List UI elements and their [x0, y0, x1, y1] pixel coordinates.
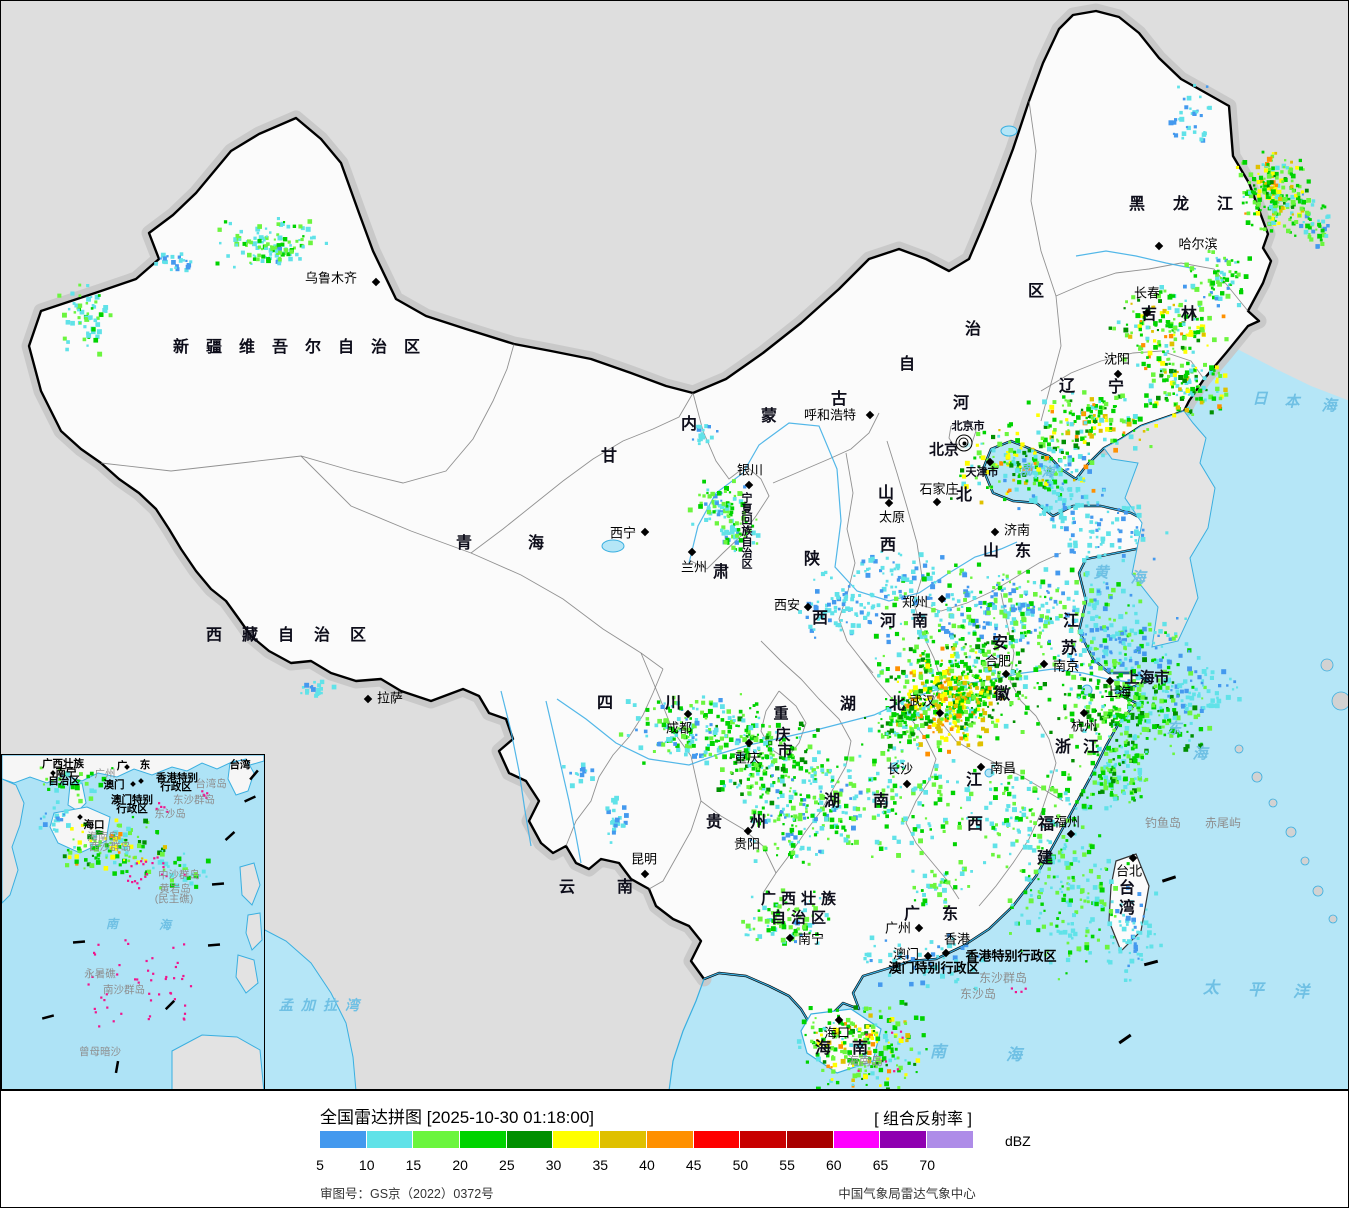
colorbar-tick: 65 — [872, 1157, 889, 1173]
map-title: 全国雷达拼图 [2025-10-30 01:18:00] — [320, 1108, 595, 1127]
colorbar-segment — [646, 1131, 693, 1148]
colorbar-segment — [366, 1131, 413, 1148]
inset-echo-layer — [38, 766, 211, 1028]
colorbar-tick: 25 — [499, 1157, 515, 1173]
colorbar-segment — [693, 1131, 740, 1148]
colorbar-segment — [320, 1131, 366, 1148]
colorbar-segment — [833, 1131, 880, 1148]
colorbar-tick: 5 — [316, 1157, 324, 1173]
colorbar-tick: 45 — [685, 1157, 702, 1173]
colorbar-tick: 15 — [405, 1157, 422, 1173]
colorbar-segment — [786, 1131, 833, 1148]
legend-panel: 全国雷达拼图 [2025-10-30 01:18:00] [ 组合反射率 ] d… — [1, 1089, 1348, 1207]
colorbar-segment — [506, 1131, 553, 1148]
unit-label: dBZ — [1005, 1133, 1031, 1149]
colorbar-tick: 35 — [592, 1157, 609, 1173]
capital-marker — [955, 434, 973, 452]
colorbar-segment — [926, 1131, 973, 1148]
colorbar-tick: 30 — [545, 1157, 562, 1173]
inset-basemap-svg — [2, 755, 264, 1089]
colorbar-segment — [880, 1131, 926, 1148]
china-radar-map: 新疆维吾尔自治区 西藏自治区 青海甘肃内蒙古自治区黑龙江 吉林辽宁河北山西陕西山东 河南… — [1, 1, 1348, 1089]
colorbar-tick: 10 — [358, 1157, 375, 1173]
radar-echo-layer — [57, 83, 1331, 1089]
agency-name: 中国气象局雷达气象中心 — [838, 1187, 976, 1201]
colorbar-segment — [460, 1131, 506, 1148]
colorbar-tick: 20 — [452, 1157, 468, 1173]
colorbar-segment — [600, 1131, 646, 1148]
colorbar-tick: 55 — [779, 1157, 795, 1173]
reflectivity-colorbar — [320, 1131, 974, 1148]
map-license-number: 审图号：GS京（2022）0372号 — [320, 1187, 494, 1201]
colorbar-tick: 70 — [919, 1157, 936, 1173]
product-name: [ 组合反射率 ] — [874, 1111, 972, 1128]
south-china-sea-inset-map: 广西壮族 自治区广东南宁 香港特别 行政区 澳门 澳门特别 行政区 台湾 海口 广州 台湾岛 东沙群岛… — [1, 754, 265, 1089]
colorbar-segment — [413, 1131, 460, 1148]
colorbar-tick: 50 — [732, 1157, 749, 1173]
colorbar-tick: 40 — [639, 1157, 655, 1173]
colorbar-tick: 60 — [826, 1157, 842, 1173]
colorbar-segment — [740, 1131, 786, 1148]
colorbar-segment — [553, 1131, 600, 1148]
